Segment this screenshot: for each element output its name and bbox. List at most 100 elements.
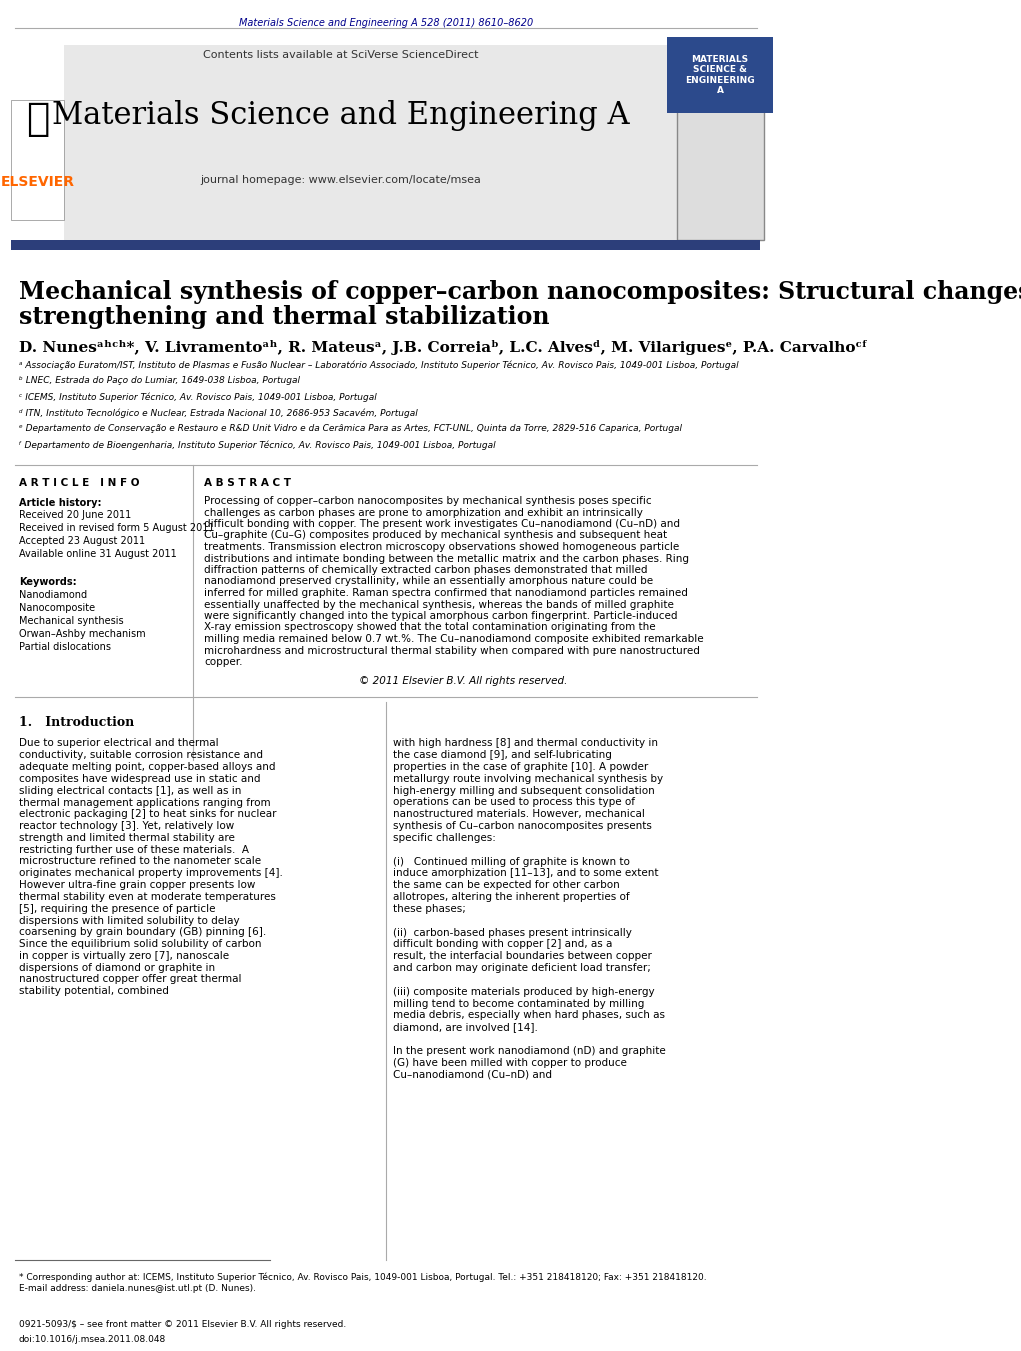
Text: distributions and intimate bonding between the metallic matrix and the carbon ph: distributions and intimate bonding betwe… [204,554,689,563]
Text: dispersions of diamond or graphite in: dispersions of diamond or graphite in [19,963,215,973]
Text: D. Nunesᵃʰᶜʰ*, V. Livramentoᵃʰ, R. Mateusᵃ, J.B. Correiaᵇ, L.C. Alvesᵈ, M. Vilar: D. Nunesᵃʰᶜʰ*, V. Livramentoᵃʰ, R. Mateu… [19,340,868,355]
Text: with high hardness [8] and thermal conductivity in: with high hardness [8] and thermal condu… [393,739,659,748]
Text: E-mail address: daniela.nunes@ist.utl.pt (D. Nunes).: E-mail address: daniela.nunes@ist.utl.pt… [19,1283,256,1293]
Text: were significantly changed into the typical amorphous carbon fingerprint. Partic: were significantly changed into the typi… [204,611,678,621]
Text: In the present work nanodiamond (nD) and graphite: In the present work nanodiamond (nD) and… [393,1046,666,1056]
Text: stability potential, combined: stability potential, combined [19,986,168,996]
Text: strength and limited thermal stability are: strength and limited thermal stability a… [19,834,235,843]
Text: However ultra-fine grain copper presents low: However ultra-fine grain copper presents… [19,880,255,890]
FancyBboxPatch shape [11,240,761,250]
Text: diffraction patterns of chemically extracted carbon phases demonstrated that mil: diffraction patterns of chemically extra… [204,565,647,576]
Text: adequate melting point, copper-based alloys and: adequate melting point, copper-based all… [19,762,276,773]
Text: milling tend to become contaminated by milling: milling tend to become contaminated by m… [393,998,644,1009]
Text: A B S T R A C T: A B S T R A C T [204,478,291,488]
Text: specific challenges:: specific challenges: [393,834,496,843]
Text: Processing of copper–carbon nanocomposites by mechanical synthesis poses specifi: Processing of copper–carbon nanocomposit… [204,496,651,507]
Text: coarsening by grain boundary (GB) pinning [6].: coarsening by grain boundary (GB) pinnin… [19,927,266,938]
Text: Received 20 June 2011: Received 20 June 2011 [19,509,131,520]
Text: Mechanical synthesis of copper–carbon nanocomposites: Structural changes,: Mechanical synthesis of copper–carbon na… [19,280,1021,304]
Text: in copper is virtually zero [7], nanoscale: in copper is virtually zero [7], nanosca… [19,951,229,961]
Text: Since the equilibrium solid solubility of carbon: Since the equilibrium solid solubility o… [19,939,261,950]
Text: journal homepage: www.elsevier.com/locate/msea: journal homepage: www.elsevier.com/locat… [200,176,481,185]
Text: challenges as carbon phases are prone to amorphization and exhibit an intrinsica: challenges as carbon phases are prone to… [204,508,643,517]
Text: properties in the case of graphite [10]. A powder: properties in the case of graphite [10].… [393,762,648,773]
Text: ᵇ LNEC, Estrada do Paço do Lumiar, 1649-038 Lisboa, Portugal: ᵇ LNEC, Estrada do Paço do Lumiar, 1649-… [19,376,300,385]
Text: ᵈ ITN, Instituto Tecnológico e Nuclear, Estrada Nacional 10, 2686-953 Sacavém, P: ᵈ ITN, Instituto Tecnológico e Nuclear, … [19,408,418,417]
Text: ELSEVIER: ELSEVIER [1,176,75,189]
Text: diamond, are involved [14].: diamond, are involved [14]. [393,1023,538,1032]
Text: thermal stability even at moderate temperatures: thermal stability even at moderate tempe… [19,892,276,902]
Text: Received in revised form 5 August 2011: Received in revised form 5 August 2011 [19,523,214,534]
Text: synthesis of Cu–carbon nanocomposites presents: synthesis of Cu–carbon nanocomposites pr… [393,821,652,831]
Text: high-energy milling and subsequent consolidation: high-energy milling and subsequent conso… [393,786,655,796]
Text: the case diamond [9], and self-lubricating: the case diamond [9], and self-lubricati… [393,750,613,761]
Text: operations can be used to process this type of: operations can be used to process this t… [393,797,635,808]
Text: induce amorphization [11–13], and to some extent: induce amorphization [11–13], and to som… [393,869,659,878]
Text: X-ray emission spectroscopy showed that the total contamination originating from: X-ray emission spectroscopy showed that … [204,623,655,632]
Text: (G) have been milled with copper to produce: (G) have been milled with copper to prod… [393,1058,627,1067]
FancyBboxPatch shape [11,100,64,220]
Text: these phases;: these phases; [393,904,467,913]
Text: MATERIALS
SCIENCE &
ENGINEERING
A: MATERIALS SCIENCE & ENGINEERING A [685,55,755,95]
Text: allotropes, altering the inherent properties of: allotropes, altering the inherent proper… [393,892,630,902]
Text: © 2011 Elsevier B.V. All rights reserved.: © 2011 Elsevier B.V. All rights reserved… [359,677,568,686]
Text: Accepted 23 August 2011: Accepted 23 August 2011 [19,536,145,546]
Text: nanostructured copper offer great thermal: nanostructured copper offer great therma… [19,974,241,985]
Text: nanodiamond preserved crystallinity, while an essentially amorphous nature could: nanodiamond preserved crystallinity, whi… [204,577,653,586]
Text: Available online 31 August 2011: Available online 31 August 2011 [19,549,177,559]
Text: (i)   Continued milling of graphite is known to: (i) Continued milling of graphite is kno… [393,857,630,867]
Text: * Corresponding author at: ICEMS, Instituto Superior Técnico, Av. Rovisco Pais, : * Corresponding author at: ICEMS, Instit… [19,1273,707,1282]
Text: Cu–graphite (Cu–G) composites produced by mechanical synthesis and subsequent he: Cu–graphite (Cu–G) composites produced b… [204,531,668,540]
Text: treatments. Transmission electron microscopy observations showed homogeneous par: treatments. Transmission electron micros… [204,542,680,553]
Text: microstructure refined to the nanometer scale: microstructure refined to the nanometer … [19,857,261,866]
Text: metallurgy route involving mechanical synthesis by: metallurgy route involving mechanical sy… [393,774,664,784]
Text: ᶜ ICEMS, Instituto Superior Técnico, Av. Rovisco Pais, 1049-001 Lisboa, Portugal: ᶜ ICEMS, Instituto Superior Técnico, Av.… [19,392,377,401]
Text: difficult bonding with copper. The present work investigates Cu–nanodiamond (Cu–: difficult bonding with copper. The prese… [204,519,680,530]
Text: Partial dislocations: Partial dislocations [19,642,111,653]
Text: media debris, especially when hard phases, such as: media debris, especially when hard phase… [393,1011,666,1020]
Text: microhardness and microstructural thermal stability when compared with pure nano: microhardness and microstructural therma… [204,646,700,655]
Text: A R T I C L E   I N F O: A R T I C L E I N F O [19,478,140,488]
Text: Nanocomposite: Nanocomposite [19,603,95,613]
Text: nanostructured materials. However, mechanical: nanostructured materials. However, mecha… [393,809,645,819]
Text: Materials Science and Engineering A: Materials Science and Engineering A [52,100,629,131]
Text: Due to superior electrical and thermal: Due to superior electrical and thermal [19,739,218,748]
Text: ᵉ Departamento de Conservação e Restauro e R&D Unit Vidro e da Cerâmica Para as : ᵉ Departamento de Conservação e Restauro… [19,424,682,434]
Text: essentially unaffected by the mechanical synthesis, whereas the bands of milled : essentially unaffected by the mechanical… [204,600,674,609]
Text: Article history:: Article history: [19,499,101,508]
Text: ᶠ Departamento de Bioengenharia, Instituto Superior Técnico, Av. Rovisco Pais, 1: ᶠ Departamento de Bioengenharia, Institu… [19,440,495,450]
Text: Materials Science and Engineering A 528 (2011) 8610–8620: Materials Science and Engineering A 528 … [239,18,533,28]
Text: Nanodiamond: Nanodiamond [19,590,87,600]
Text: Mechanical synthesis: Mechanical synthesis [19,616,124,626]
Text: originates mechanical property improvements [4].: originates mechanical property improveme… [19,869,283,878]
FancyBboxPatch shape [64,45,677,240]
Text: composites have widespread use in static and: composites have widespread use in static… [19,774,260,784]
Text: electronic packaging [2] to heat sinks for nuclear: electronic packaging [2] to heat sinks f… [19,809,277,819]
Text: conductivity, suitable corrosion resistance and: conductivity, suitable corrosion resista… [19,750,263,761]
Text: difficult bonding with copper [2] and, as a: difficult bonding with copper [2] and, a… [393,939,613,950]
Text: copper.: copper. [204,657,243,667]
Text: the same can be expected for other carbon: the same can be expected for other carbo… [393,881,620,890]
Text: (ii)  carbon-based phases present intrinsically: (ii) carbon-based phases present intrins… [393,928,632,938]
Text: restricting further use of these materials.  A: restricting further use of these materia… [19,844,249,855]
Text: milling media remained below 0.7 wt.%. The Cu–nanodiamond composite exhibited re: milling media remained below 0.7 wt.%. T… [204,634,703,644]
Text: and carbon may originate deficient load transfer;: and carbon may originate deficient load … [393,963,651,973]
Text: Orwan–Ashby mechanism: Orwan–Ashby mechanism [19,630,146,639]
Text: thermal management applications ranging from: thermal management applications ranging … [19,797,271,808]
Text: result, the interfacial boundaries between copper: result, the interfacial boundaries betwe… [393,951,652,962]
Text: reactor technology [3]. Yet, relatively low: reactor technology [3]. Yet, relatively … [19,821,234,831]
Text: Contents lists available at SciVerse ScienceDirect: Contents lists available at SciVerse Sci… [202,50,478,59]
Text: doi:10.1016/j.msea.2011.08.048: doi:10.1016/j.msea.2011.08.048 [19,1335,166,1344]
Text: inferred for milled graphite. Raman spectra confirmed that nanodiamond particles: inferred for milled graphite. Raman spec… [204,588,688,598]
Text: Keywords:: Keywords: [19,577,77,586]
Text: 🌳: 🌳 [27,100,49,138]
Text: [5], requiring the presence of particle: [5], requiring the presence of particle [19,904,215,913]
Text: 1.   Introduction: 1. Introduction [19,716,134,730]
FancyBboxPatch shape [677,50,764,240]
Text: sliding electrical contacts [1], as well as in: sliding electrical contacts [1], as well… [19,786,241,796]
Text: 0921-5093/$ – see front matter © 2011 Elsevier B.V. All rights reserved.: 0921-5093/$ – see front matter © 2011 El… [19,1320,346,1329]
Text: ᵃ Associação Euratom/IST, Instituto de Plasmas e Fusão Nuclear – Laboratório Ass: ᵃ Associação Euratom/IST, Instituto de P… [19,359,738,370]
Text: dispersions with limited solubility to delay: dispersions with limited solubility to d… [19,916,240,925]
Text: strengthening and thermal stabilization: strengthening and thermal stabilization [19,305,549,330]
Text: (iii) composite materials produced by high-energy: (iii) composite materials produced by hi… [393,986,654,997]
